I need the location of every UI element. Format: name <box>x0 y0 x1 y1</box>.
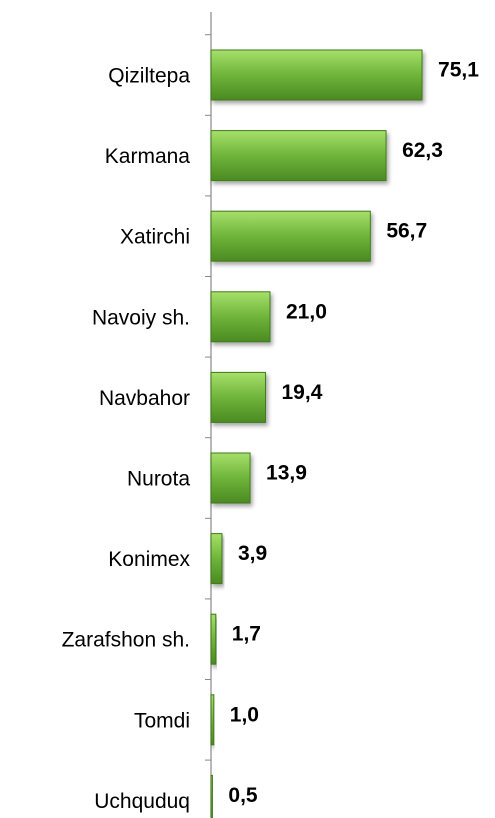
value-label: 62,3 <box>402 139 443 162</box>
bar <box>210 210 371 262</box>
category-label: Nurota <box>127 468 190 491</box>
category-label: Konimex <box>108 548 190 571</box>
category-label: Navoiy sh. <box>92 306 190 329</box>
category-label: Karmana <box>105 145 191 168</box>
category-label: Xatirchi <box>120 226 190 249</box>
value-label: 56,7 <box>386 220 427 243</box>
value-label: 0,5 <box>228 784 258 807</box>
value-label: 19,4 <box>282 381 323 404</box>
value-label: 1,0 <box>230 703 259 726</box>
category-label: Tomdi <box>134 709 190 732</box>
bar <box>210 371 267 423</box>
category-label: Qiziltepa <box>108 65 190 88</box>
value-label: 21,0 <box>286 300 327 323</box>
category-label: Navbahor <box>99 387 190 410</box>
bar <box>210 694 215 746</box>
bar <box>210 774 213 818</box>
bar <box>210 130 387 182</box>
category-label: Uchquduq <box>94 790 190 813</box>
bar <box>210 291 271 343</box>
value-label: 3,9 <box>238 542 267 565</box>
value-label: 75,1 <box>438 59 479 82</box>
bar <box>210 49 423 101</box>
bar <box>210 533 223 585</box>
value-label: 13,9 <box>266 462 307 485</box>
category-label: Zarafshon sh. <box>62 629 190 652</box>
bar <box>210 613 217 665</box>
bar <box>210 452 251 504</box>
value-label: 1,7 <box>232 623 261 646</box>
